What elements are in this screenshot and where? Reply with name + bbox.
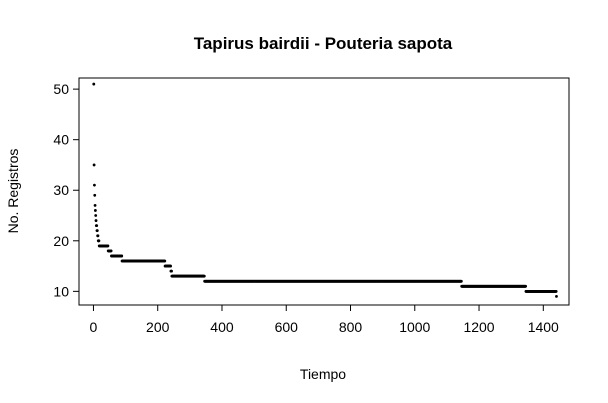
data-point (93, 209, 97, 212)
data-point (93, 183, 96, 187)
data-point (97, 239, 101, 243)
x-axis-label: Tiempo (300, 366, 346, 382)
y-axis: 10 20 30 40 50 (53, 81, 80, 299)
y-tick-label: 10 (53, 283, 69, 299)
data-point (94, 219, 98, 222)
data-point (120, 254, 124, 258)
y-tick-label: 40 (53, 132, 69, 148)
x-axis: 0 200 400 600 800 1000 1200 1400 (90, 304, 559, 335)
x-tick-label: 1200 (463, 319, 494, 335)
x-tick-label: 200 (146, 319, 170, 335)
data-point (554, 289, 558, 293)
data-point (459, 279, 463, 283)
x-tick-label: 800 (339, 319, 363, 335)
y-tick-label: 20 (53, 233, 69, 249)
chart-title: Tapirus bairdii - Pouteria sapota (194, 34, 453, 53)
data-point (95, 229, 99, 233)
x-tick-label: 600 (275, 319, 299, 335)
x-tick-label: 1000 (399, 319, 430, 335)
data-point (202, 274, 206, 278)
data-point (93, 193, 97, 197)
data-point (169, 264, 172, 268)
y-axis-label: No. Registros (5, 149, 21, 234)
x-tick-label: 1400 (528, 319, 559, 335)
data-point (92, 82, 96, 86)
y-tick-label: 50 (53, 81, 69, 97)
y-tick-label: 30 (53, 182, 69, 198)
data-point (163, 259, 167, 263)
data-point (92, 163, 96, 167)
data-point (170, 269, 173, 273)
x-tick-label: 400 (210, 319, 234, 335)
data-point (96, 234, 100, 238)
data-point (106, 244, 110, 248)
data-point (95, 224, 99, 228)
x-tick-label: 0 (90, 319, 98, 335)
data-point (94, 214, 98, 217)
data-point (109, 249, 113, 253)
data-point (93, 204, 97, 207)
data-point (524, 284, 528, 288)
data-point (555, 295, 558, 298)
data-points (92, 82, 558, 298)
